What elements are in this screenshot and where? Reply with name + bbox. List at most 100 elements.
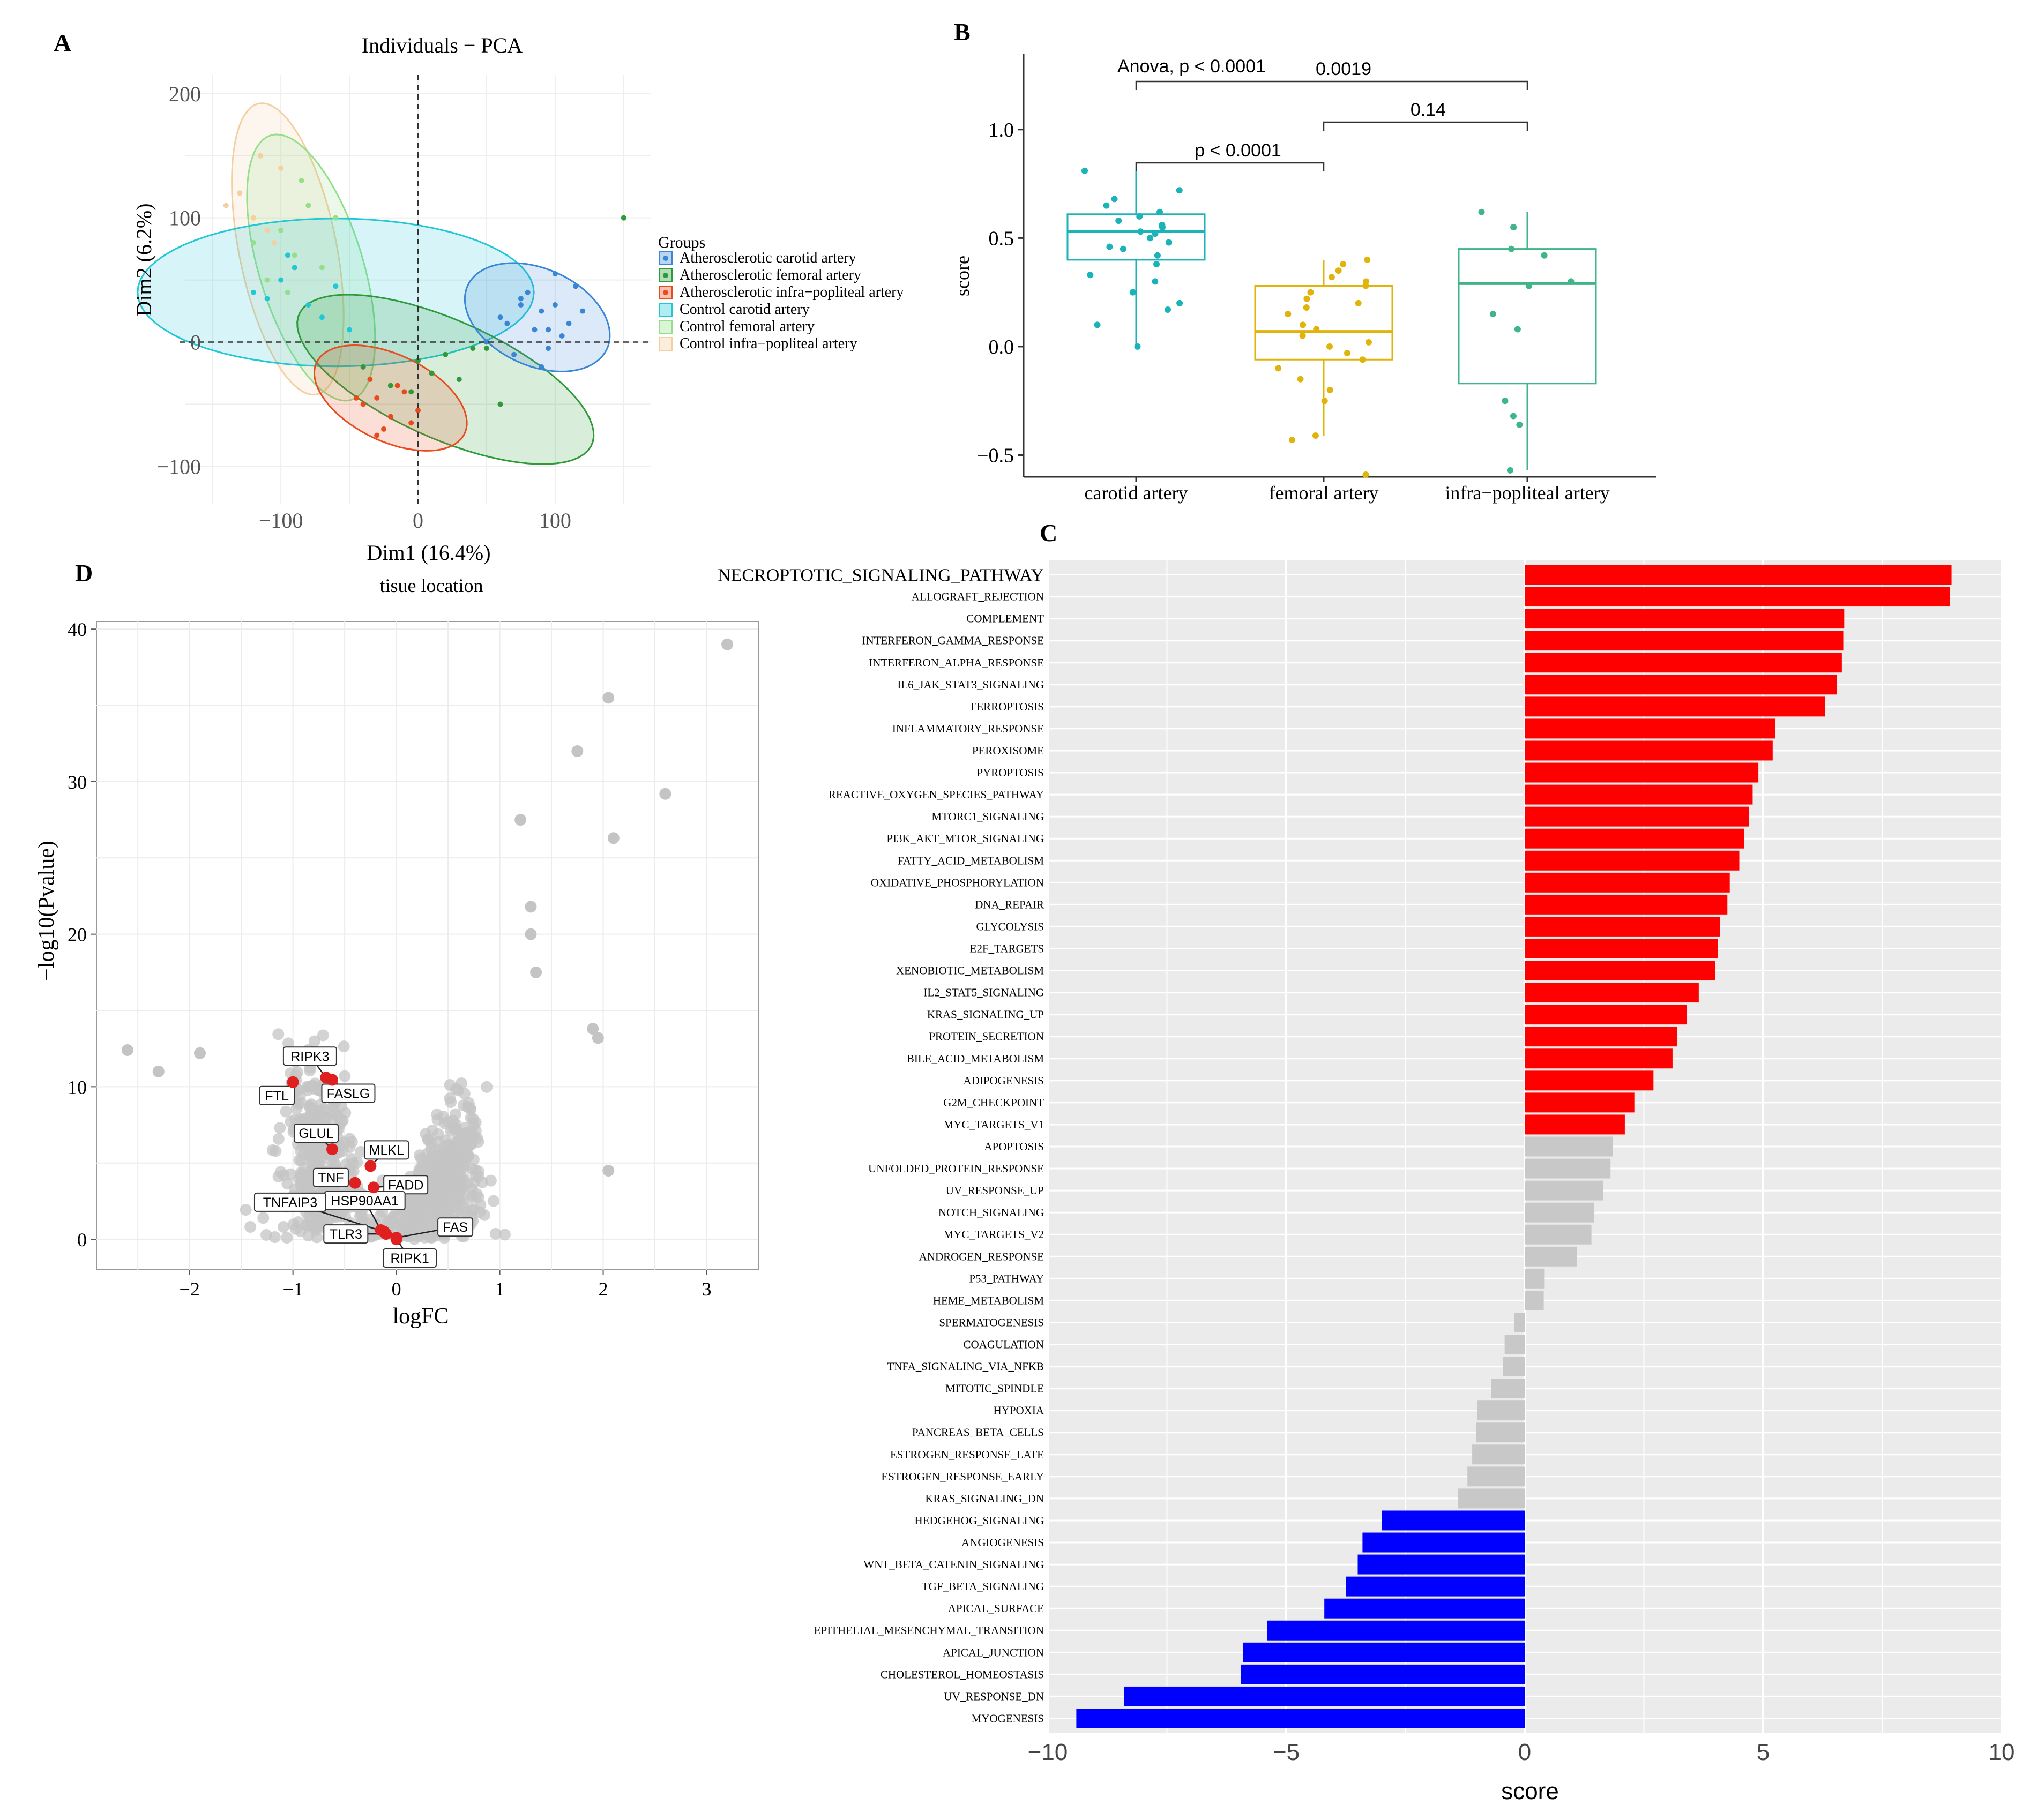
bars-x-tick-label: 10 <box>1989 1739 2015 1765</box>
volcano-outlier-point <box>607 832 620 844</box>
volcano-gene-label: MLKL <box>369 1143 404 1158</box>
bar <box>1525 1070 1654 1091</box>
pca-point <box>292 252 297 258</box>
bar-category-label: MITOTIC_SPINDLE <box>945 1382 1044 1395</box>
volcano-gene-label: TNF <box>318 1171 344 1186</box>
volcano-grid <box>96 621 758 1270</box>
pca-point <box>518 302 524 308</box>
pca-point <box>546 327 551 333</box>
box-point <box>1355 299 1362 306</box>
pca-point <box>443 351 449 357</box>
hallmark-bar-chart: NECROPTOTIC_SIGNALING_PATHWAY ALLOGRAFT_R… <box>718 560 2014 1804</box>
pca-point <box>305 203 311 208</box>
pca-point <box>539 364 544 370</box>
bar-category-label: SPERMATOGENESIS <box>939 1316 1044 1329</box>
pca-point <box>470 346 476 351</box>
bar-category-label: G2M_CHECKPOINT <box>943 1096 1044 1109</box>
box-point <box>1313 326 1320 333</box>
box-point <box>1365 339 1372 346</box>
box-point <box>1307 289 1314 296</box>
volcano-point <box>430 1161 442 1173</box>
pca-point <box>394 383 400 388</box>
pca-y-tick-label: −100 <box>156 454 201 478</box>
box-point <box>1136 213 1143 220</box>
volcano-gene-box <box>259 1085 295 1105</box>
volcano-point <box>414 1149 426 1162</box>
volcano-point <box>442 1115 454 1128</box>
bar <box>1076 1708 1525 1728</box>
box-point <box>1344 350 1351 357</box>
pca-point <box>299 178 304 184</box>
volcano-gene-point <box>390 1233 402 1246</box>
pca-x-axis-label: Dim1 (16.4%) <box>367 541 490 565</box>
pca-point <box>525 289 531 295</box>
volcano-gene-box <box>321 1083 376 1103</box>
volcano-point <box>285 1115 297 1128</box>
box-boxes <box>1066 167 1597 478</box>
box-x-tick-label: carotid artery <box>1085 482 1188 504</box>
panel-label-d: D <box>75 559 93 587</box>
bar-category-label: PEROXISOME <box>972 744 1044 757</box>
volcano-point <box>311 1231 323 1244</box>
box-pvalue-label: 0.0019 <box>1316 59 1371 79</box>
box-point <box>1510 413 1517 420</box>
bar-category-label: COMPLEMENT <box>966 612 1044 625</box>
box-significance-bracket <box>1135 162 1325 171</box>
bar-category-label: NECROPTOTIC_SIGNALING_PATHWAY <box>718 566 1044 586</box>
bar-category-label: HYPOXIA <box>994 1404 1044 1417</box>
volcano-gene-label: FASLG <box>327 1087 370 1102</box>
volcano-outlier-point <box>152 1065 165 1077</box>
volcano-gene-box <box>312 1167 349 1187</box>
box-point <box>1176 299 1183 306</box>
pca-point <box>360 364 366 370</box>
pca-point <box>223 203 229 208</box>
box-point <box>1154 252 1161 259</box>
bar <box>1525 1092 1635 1113</box>
bars-ticks: −10 −5 0 5 10 <box>1028 1739 2015 1765</box>
volcano-point <box>272 1028 285 1040</box>
bars-category-labels: NECROPTOTIC_SIGNALING_PATHWAY ALLOGRAFT_R… <box>718 566 1044 1725</box>
pca-ellipse <box>246 133 376 402</box>
box-point <box>1328 274 1335 281</box>
volcano-point <box>292 1098 304 1110</box>
pca-point <box>408 420 414 426</box>
bar-category-label: COAGULATION <box>964 1338 1044 1351</box>
volcano-gene-box <box>383 1175 429 1195</box>
pca-point <box>546 346 551 351</box>
bar-category-label: ANDROGEN_RESPONSE <box>919 1250 1044 1263</box>
volcano-point <box>401 1208 414 1220</box>
volcano-point <box>444 1078 456 1091</box>
bar <box>1525 609 1845 629</box>
pca-ellipse <box>313 344 468 452</box>
bars-x-tick-label: 0 <box>1518 1739 1531 1765</box>
box-point <box>1362 471 1369 478</box>
bar-category-label: E2F_TARGETS <box>970 942 1044 955</box>
volcano-point <box>272 1170 285 1182</box>
pca-point <box>237 190 243 196</box>
bar-category-label: CHOLESTEROL_HOMEOSTASIS <box>881 1668 1044 1681</box>
bar-category-label: INFLAMMATORY_RESPONSE <box>892 722 1044 735</box>
bar-category-label: ADIPOGENESIS <box>963 1074 1044 1087</box>
volcano-point <box>338 1040 350 1053</box>
pca-point <box>278 227 284 233</box>
bar-category-label: MYC_TARGETS_V2 <box>944 1228 1044 1241</box>
box-point <box>1147 235 1154 242</box>
pca-point <box>483 346 489 351</box>
pca-point <box>264 227 270 233</box>
volcano-y-tick-label: 40 <box>68 619 87 640</box>
volcano-point <box>304 1102 316 1114</box>
box-significance-bracket <box>1135 80 1528 90</box>
volcano-outlier-point <box>659 788 671 800</box>
volcano-point <box>469 1116 482 1128</box>
bar <box>1503 1357 1525 1377</box>
volcano-point <box>415 1225 428 1237</box>
bar <box>1491 1379 1525 1399</box>
pca-point <box>408 389 414 395</box>
pca-y-tick-label: 0 <box>190 331 201 355</box>
box-point <box>1087 272 1094 279</box>
pca-point <box>415 408 421 414</box>
box-point <box>1506 467 1513 474</box>
box-point <box>1115 217 1122 224</box>
volcano-point <box>295 1166 307 1179</box>
